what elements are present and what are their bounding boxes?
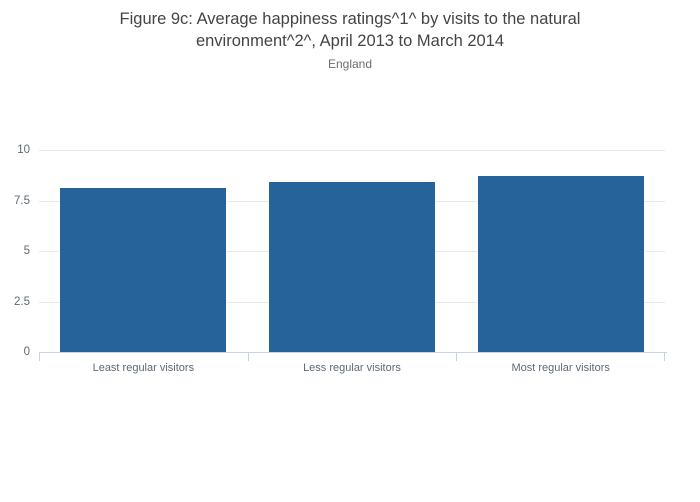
chart-title-text: Figure 9c: Average happiness ratings^1^ …: [119, 10, 581, 50]
x-axis-tick: [664, 352, 665, 361]
plot-area: 0 2.5 5 7.5 10 Least regular visitors Less re…: [14, 144, 667, 374]
x-axis-tick: [39, 352, 40, 361]
bar-less-regular-visitors[interactable]: [268, 182, 436, 352]
y-tick-label: 7.5: [14, 194, 30, 207]
bar-least-regular-visitors[interactable]: [60, 188, 227, 352]
y-tick-label: 0: [23, 346, 30, 358]
x-axis-tick: [247, 352, 249, 361]
bar-slot-least-regular-visitors: [39, 150, 248, 352]
y-tick-label: 10: [17, 144, 30, 156]
bar-slot-most-regular-visitors: [456, 150, 665, 352]
x-category-label-less-regular-visitors: Less regular visitors: [303, 362, 401, 374]
x-category-label-least-regular-visitors: Least regular visitors: [92, 362, 195, 374]
x-category-label-most-regular-visitors: Most regular visitors: [511, 362, 610, 374]
x-axis-line: [39, 352, 667, 353]
x-axis-tick: [456, 352, 458, 361]
bar-slot-less-regular-visitors: [248, 150, 457, 352]
y-tick-label: 2.5: [14, 295, 30, 308]
bar-most-regular-visitors[interactable]: [477, 176, 644, 352]
chart-title: Figure 9c: Average happiness ratings^1^ …: [0, 9, 700, 53]
y-tick-label: 5: [23, 245, 30, 257]
gridline: [39, 150, 665, 151]
chart-subtitle: England: [327, 57, 373, 71]
